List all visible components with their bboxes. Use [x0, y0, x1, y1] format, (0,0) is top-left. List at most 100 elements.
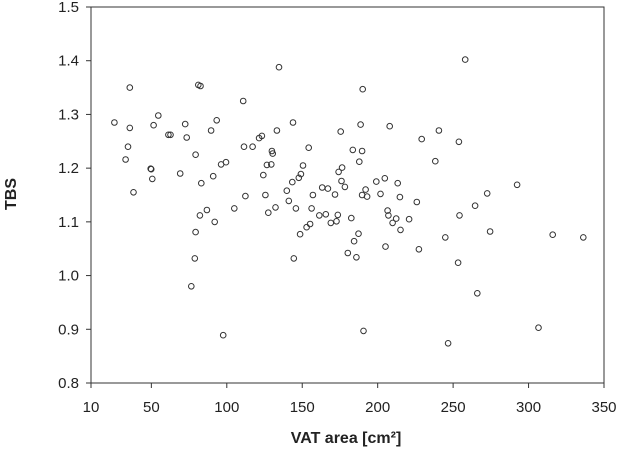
data-point	[242, 192, 249, 200]
x-tick-label: 350	[591, 399, 616, 416]
data-point	[165, 131, 172, 139]
data-point	[386, 122, 394, 130]
data-point	[363, 193, 371, 200]
data-point	[273, 127, 281, 134]
data-point	[258, 132, 266, 140]
data-point	[442, 234, 449, 241]
data-point	[356, 158, 363, 165]
x-tick-label: 150	[290, 399, 315, 416]
data-point	[181, 120, 189, 128]
data-point	[299, 162, 307, 169]
data-point	[349, 146, 357, 154]
y-tick-label: 1.0	[58, 268, 79, 285]
data-point	[341, 183, 349, 191]
data-point	[272, 204, 279, 211]
y-tick-label: 1.4	[58, 53, 79, 70]
data-point	[188, 283, 195, 290]
data-point	[306, 220, 314, 228]
y-axis-label: TBS	[3, 178, 20, 210]
data-point	[357, 121, 364, 128]
data-point	[198, 179, 205, 187]
data-point	[126, 124, 134, 132]
x-axis: 10 50 100 150 200 250 300 350	[83, 383, 617, 416]
data-point	[334, 211, 342, 219]
data-point	[296, 230, 304, 238]
data-point	[385, 212, 392, 219]
data-point	[483, 190, 491, 197]
data-point	[413, 198, 421, 206]
x-tick-label: 50	[143, 399, 160, 416]
data-point	[289, 178, 296, 186]
data-point	[283, 187, 291, 194]
data-point	[455, 138, 463, 146]
data-point	[322, 211, 330, 218]
data-point	[318, 184, 326, 191]
data-point	[196, 212, 204, 219]
data-point	[260, 171, 267, 179]
data-point	[219, 331, 227, 339]
data-point	[262, 191, 269, 199]
data-point	[486, 228, 494, 235]
data-point	[353, 253, 360, 261]
data-point	[415, 246, 423, 253]
data-point	[263, 161, 271, 169]
data-point	[435, 127, 443, 134]
y-tick-label: 1.5	[58, 0, 79, 16]
data-point	[176, 170, 184, 177]
data-point	[155, 112, 162, 119]
data-point	[373, 178, 380, 185]
data-point	[122, 156, 129, 163]
data-point	[338, 164, 346, 171]
data-point	[149, 175, 156, 183]
data-point	[167, 131, 174, 139]
y-tick-label: 1.2	[58, 160, 79, 177]
data-point	[580, 234, 587, 241]
data-point	[269, 150, 277, 157]
data-point	[316, 212, 323, 219]
plot-frame	[90, 6, 605, 384]
data-point	[327, 219, 335, 227]
data-point	[191, 255, 199, 262]
data-point	[432, 157, 439, 165]
data-point	[249, 143, 256, 150]
data-point	[358, 147, 366, 155]
data-point	[324, 185, 332, 192]
data-point	[275, 63, 283, 71]
y-tick-label: 0.9	[58, 321, 79, 338]
data-point	[309, 191, 317, 199]
data-point	[377, 190, 384, 198]
data-point	[111, 119, 118, 126]
x-tick-label: 250	[441, 399, 466, 416]
data-point	[394, 179, 402, 187]
data-point	[333, 218, 340, 225]
data-point	[231, 205, 238, 212]
data-point	[444, 340, 452, 347]
x-tick-label: 100	[214, 399, 239, 416]
data-point	[303, 223, 310, 231]
data-point	[405, 215, 413, 223]
data-point	[305, 144, 313, 151]
data-point	[381, 175, 389, 182]
data-point	[513, 181, 521, 189]
data-point	[362, 186, 369, 193]
data-point	[382, 243, 389, 250]
y-tick-label: 1.3	[58, 106, 79, 123]
data-point	[203, 206, 211, 214]
data-point	[355, 230, 362, 237]
data-point	[456, 212, 463, 219]
x-tick-label: 10	[83, 399, 100, 416]
x-axis-label: VAT area [cm²]	[291, 430, 402, 447]
data-point	[183, 134, 190, 141]
data-point	[384, 207, 391, 214]
y-tick-label: 1.1	[58, 214, 79, 231]
x-tick-label: 300	[516, 399, 541, 416]
data-point	[295, 174, 303, 182]
data-point	[124, 143, 132, 150]
data-point	[454, 259, 462, 267]
data-point	[285, 197, 293, 205]
data-points	[111, 56, 587, 347]
data-point	[192, 151, 199, 158]
data-point	[126, 84, 134, 91]
data-point	[211, 218, 218, 226]
